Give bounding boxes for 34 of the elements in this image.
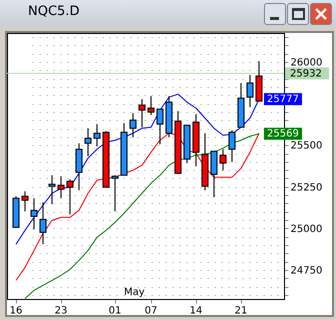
candlestick (84, 128, 92, 157)
candlestick (94, 124, 100, 147)
candlestick (210, 150, 218, 198)
x-tick-label: 01 (108, 306, 122, 316)
chart-title: NQC5.D (28, 4, 80, 19)
candlestick (40, 202, 46, 245)
ref-line-label: 25932 (290, 68, 322, 80)
candlestick (220, 148, 226, 171)
candlestick (22, 190, 28, 212)
x-tick-label: 23 (54, 306, 68, 316)
candlestick (66, 178, 74, 215)
y-tick-label: 25250 (290, 182, 322, 194)
data-label: 25777 (267, 94, 299, 106)
x-tick-label: 16 (10, 306, 22, 316)
candlestick (58, 176, 64, 199)
candlestick (156, 108, 164, 145)
candlestick (48, 174, 56, 205)
annotation: May (124, 287, 145, 298)
candlestick (138, 98, 146, 128)
candlestick (112, 174, 118, 212)
y-tick-label: 25500 (290, 140, 322, 152)
candlestick (130, 112, 136, 138)
x-tick-label: 14 (190, 306, 202, 316)
x-tick-label: 21 (234, 306, 248, 316)
y-tick-label: 26000 (290, 58, 322, 69)
data-label: 25569 (267, 128, 299, 140)
x-tick-label: 07 (144, 306, 158, 316)
y-tick-label: 24750 (290, 265, 322, 276)
candlestick (246, 74, 254, 108)
candlestick (30, 198, 38, 230)
y-tick-label: 25000 (290, 224, 322, 235)
candlestick (76, 142, 82, 191)
candlestick (148, 96, 154, 116)
candlestick (228, 130, 236, 163)
